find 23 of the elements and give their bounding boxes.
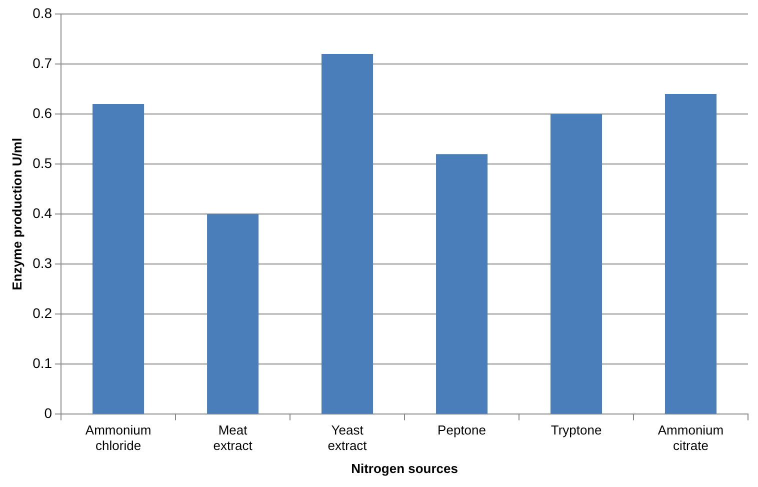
bar bbox=[322, 54, 374, 414]
y-tick-label: 0.3 bbox=[32, 254, 52, 271]
y-tick-label: 0.5 bbox=[32, 154, 52, 171]
y-axis-title: Enzyme production U/ml bbox=[9, 138, 24, 290]
y-tick-label: 0 bbox=[44, 405, 52, 422]
x-axis-title: Nitrogen sources bbox=[351, 460, 458, 476]
x-tick-label: Tryptone bbox=[550, 422, 602, 438]
x-tick-label: Meat extract bbox=[213, 422, 253, 454]
bar bbox=[664, 94, 717, 414]
y-tick-label: 0.2 bbox=[32, 305, 52, 322]
bar bbox=[207, 214, 259, 414]
y-tick-label: 0.6 bbox=[32, 104, 52, 121]
y-tick-label: 0.7 bbox=[32, 54, 52, 71]
x-tick-label: Peptone bbox=[438, 422, 486, 438]
bar bbox=[92, 104, 144, 414]
y-tick-label: 0.4 bbox=[32, 204, 52, 221]
x-tick-label: Ammonium citrate bbox=[658, 422, 724, 454]
y-tick-label: 0.8 bbox=[32, 4, 52, 21]
bar bbox=[436, 154, 488, 414]
bar bbox=[550, 114, 602, 414]
y-tick-label: 0.1 bbox=[32, 355, 52, 372]
x-tick-label: Yeast extract bbox=[328, 422, 368, 454]
x-tick-label: Ammonium chloride bbox=[85, 422, 152, 454]
